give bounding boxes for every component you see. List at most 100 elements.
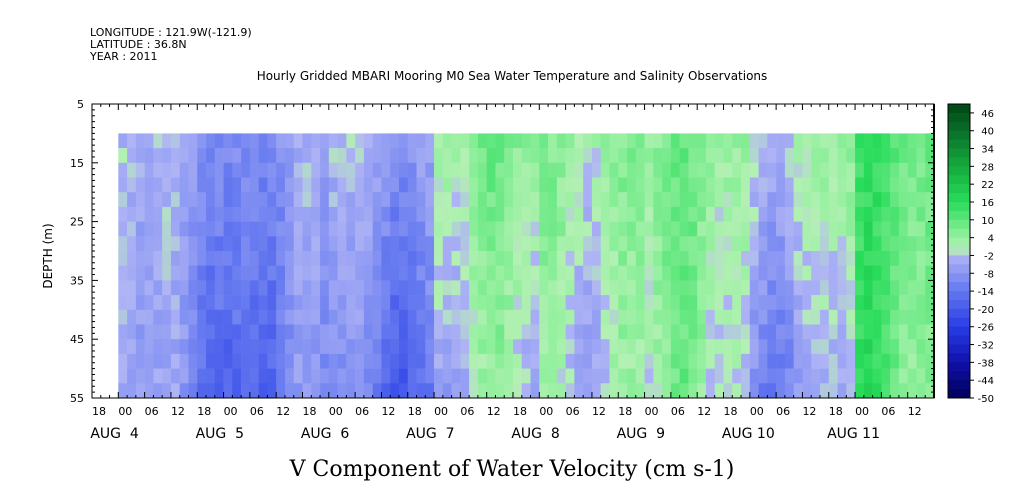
heatmap-cell [407, 280, 417, 296]
heatmap-cell [267, 383, 277, 399]
heatmap-cell [890, 192, 900, 208]
heatmap-cell [267, 206, 277, 222]
heatmap-cell [741, 353, 751, 369]
heatmap-cell [416, 265, 426, 281]
heatmap-cell [513, 251, 523, 266]
heatmap-cell [398, 265, 409, 281]
heatmap-cell [425, 192, 435, 208]
heatmap-cell [890, 353, 900, 369]
heatmap-cell [784, 339, 794, 355]
colorbar-bin [948, 184, 970, 194]
heatmap-cell [223, 148, 233, 164]
heatmap-cell [486, 383, 496, 399]
heatmap-cell [714, 339, 724, 355]
heatmap-cell [223, 295, 233, 311]
heatmap-cell [390, 265, 400, 281]
heatmap-cell [881, 368, 891, 384]
heatmap-cell [881, 353, 891, 369]
heatmap-cell [793, 162, 803, 178]
heatmap-cell [355, 133, 365, 149]
heatmap-cell [925, 206, 935, 222]
heatmap-cell [442, 265, 452, 281]
heatmap-cell [398, 236, 409, 252]
heatmap-cell [688, 221, 698, 237]
heatmap-cell [907, 265, 917, 281]
heatmap-cell [565, 265, 575, 281]
heatmap-cell [548, 280, 558, 296]
heatmap-cell [504, 324, 514, 340]
heatmap-cell [302, 309, 312, 325]
heatmap-cell [355, 309, 365, 325]
heatmap-cell [758, 339, 768, 355]
heatmap-cell [583, 324, 593, 340]
heatmap-cell [179, 295, 189, 311]
heatmap-cell [398, 162, 409, 178]
colorbar-bin [948, 344, 970, 354]
heatmap-cell [793, 221, 803, 237]
heatmap-cell [732, 148, 742, 164]
heatmap-cell [267, 192, 277, 208]
heatmap-cell [916, 251, 926, 266]
heatmap-cell [460, 309, 470, 325]
colorbar-label: -50 [978, 394, 994, 405]
heatmap-cell [451, 383, 461, 399]
heatmap-cell [495, 148, 505, 164]
heatmap-cell [758, 133, 768, 149]
heatmap-cell [688, 177, 698, 193]
heatmap-cell [513, 353, 523, 369]
heatmap-cell [521, 133, 531, 149]
heatmap-cell [398, 383, 409, 399]
heatmap-cell [521, 280, 531, 296]
heatmap-cell [548, 177, 558, 193]
heatmap-cell [811, 368, 821, 384]
heatmap-cell [127, 162, 137, 178]
heatmap-cell [741, 221, 751, 237]
heatmap-cell [267, 221, 277, 237]
heatmap-cell [872, 280, 882, 296]
heatmap-cell [811, 133, 821, 149]
heatmap-cell [206, 309, 216, 325]
y-axis-label: DEPTH (m) [41, 223, 55, 288]
heatmap-cell [618, 339, 628, 355]
heatmap-cell [206, 339, 216, 355]
heatmap-cell [372, 383, 382, 399]
heatmap-cell [802, 192, 812, 208]
heatmap-cell [837, 251, 847, 266]
x-day-label: AUG 10 [722, 426, 775, 442]
heatmap-cell [179, 192, 189, 208]
heatmap-cell [249, 192, 259, 208]
heatmap-cell [328, 383, 338, 399]
heatmap-cell [381, 295, 391, 311]
heatmap-cell [170, 265, 181, 281]
heatmap-cell [811, 280, 821, 296]
heatmap-cell [863, 236, 873, 252]
heatmap-cell [855, 368, 865, 384]
heatmap-cell [118, 383, 128, 399]
heatmap-cell [398, 368, 409, 384]
heatmap-cell [618, 368, 628, 384]
heatmap-cell [565, 368, 575, 384]
heatmap-cell [811, 177, 821, 193]
heatmap-cell [863, 192, 873, 208]
x-day-label: AUG 7 [406, 426, 454, 442]
heatmap-cell [591, 251, 602, 266]
heatmap-cell [635, 192, 645, 208]
heatmap-cell [662, 368, 672, 384]
heatmap-cell [749, 383, 759, 399]
heatmap-cell [144, 324, 154, 340]
heatmap-cell [232, 192, 242, 208]
heatmap-cell [679, 236, 689, 252]
heatmap-cell [811, 148, 821, 164]
heatmap-cell [828, 368, 838, 384]
heatmap-cell [486, 353, 496, 369]
heatmap-cell [390, 206, 400, 222]
heatmap-cell [320, 324, 330, 340]
heatmap-cell [232, 324, 242, 340]
heatmap-cell [425, 148, 435, 164]
heatmap-cell [486, 251, 496, 266]
heatmap-cell [179, 309, 189, 325]
colorbar-bin [948, 139, 970, 149]
heatmap-cell [118, 133, 128, 149]
heatmap-cell [451, 133, 461, 149]
heatmap-cell [644, 265, 654, 281]
